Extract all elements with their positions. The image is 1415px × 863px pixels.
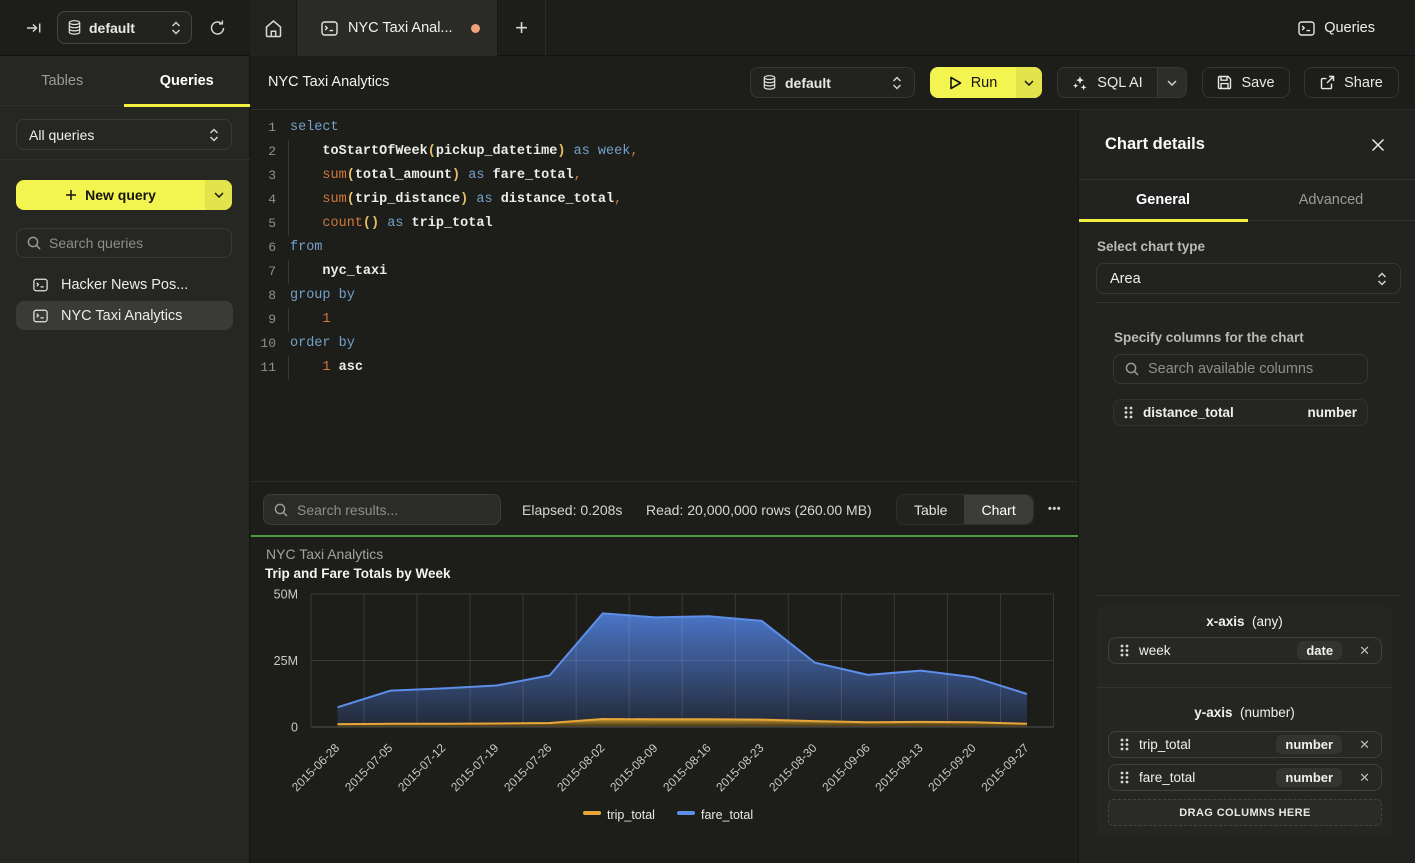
svg-text:2015-06-28: 2015-06-28: [289, 741, 343, 795]
svg-text:trip_total: trip_total: [607, 808, 655, 822]
svg-text:2015-07-26: 2015-07-26: [501, 741, 555, 795]
svg-text:2015-08-09: 2015-08-09: [607, 741, 661, 795]
svg-text:2015-08-30: 2015-08-30: [766, 741, 820, 795]
svg-text:2015-09-06: 2015-09-06: [819, 741, 873, 795]
svg-text:2015-08-23: 2015-08-23: [713, 741, 767, 795]
svg-text:2015-07-19: 2015-07-19: [448, 741, 502, 795]
svg-text:2015-07-05: 2015-07-05: [342, 741, 396, 795]
svg-text:50M: 50M: [274, 588, 298, 602]
svg-text:2015-09-27: 2015-09-27: [978, 741, 1032, 795]
svg-text:2015-09-20: 2015-09-20: [925, 741, 979, 795]
svg-text:2015-09-13: 2015-09-13: [872, 741, 926, 795]
svg-text:2015-07-12: 2015-07-12: [395, 741, 449, 795]
svg-text:fare_total: fare_total: [701, 808, 753, 822]
svg-text:25M: 25M: [274, 654, 298, 668]
svg-text:2015-08-02: 2015-08-02: [554, 741, 608, 795]
svg-text:0: 0: [291, 721, 298, 735]
svg-text:2015-08-16: 2015-08-16: [660, 741, 714, 795]
